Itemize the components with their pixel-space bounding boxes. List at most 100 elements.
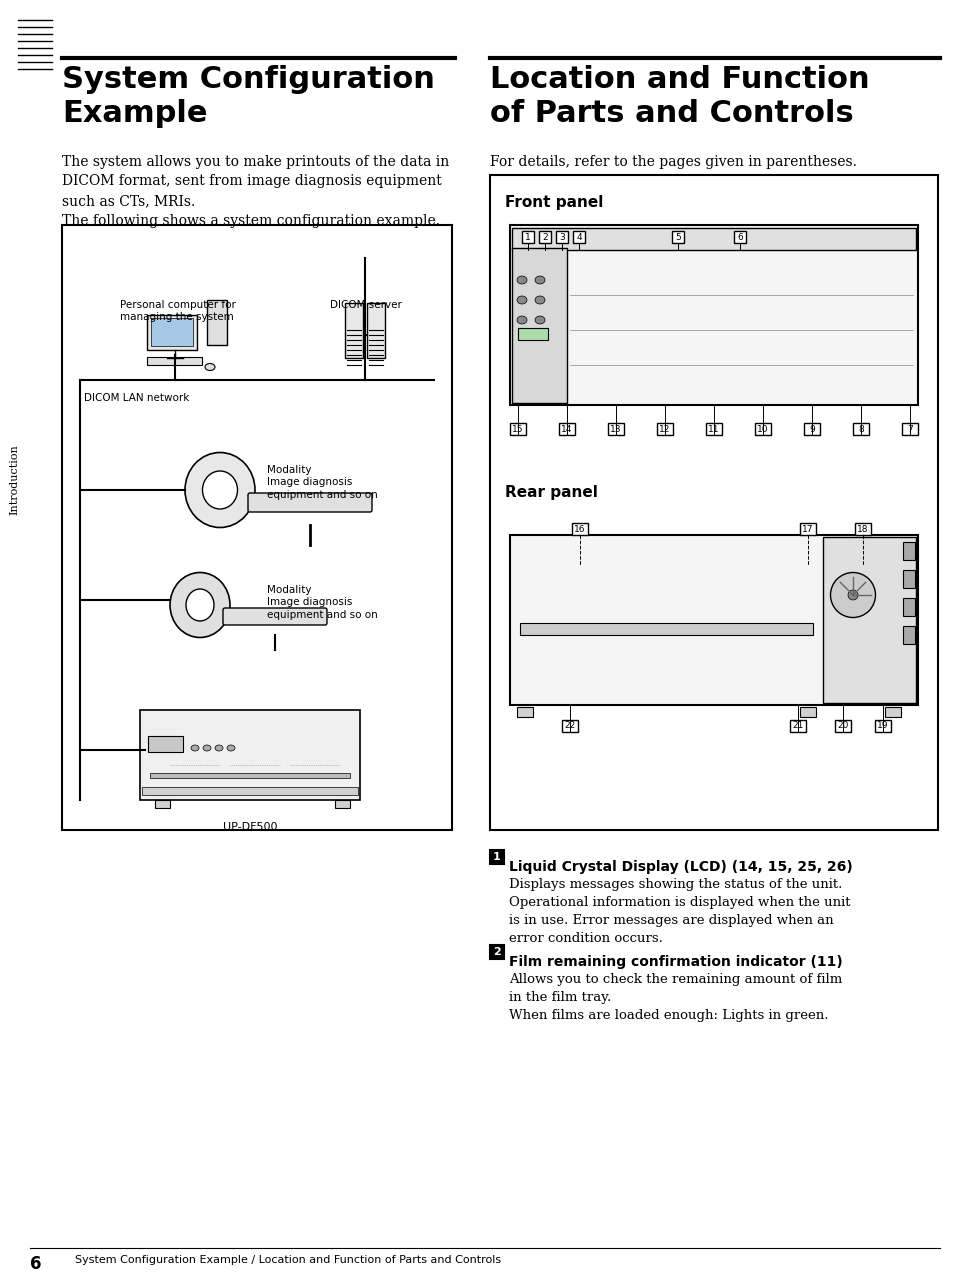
Bar (556, 231, 567, 243)
Ellipse shape (517, 316, 526, 324)
Ellipse shape (205, 363, 214, 371)
Ellipse shape (535, 316, 544, 324)
Bar (490, 175, 937, 829)
Text: 4: 4 (576, 232, 581, 242)
Text: DICOM LAN network: DICOM LAN network (84, 392, 190, 403)
Text: Modality
Image diagnosis
equipment and so on: Modality Image diagnosis equipment and s… (267, 465, 377, 499)
Ellipse shape (535, 296, 544, 304)
Bar (657, 423, 672, 434)
Text: 1: 1 (524, 232, 530, 242)
Text: 16: 16 (574, 525, 585, 534)
Bar (142, 787, 357, 795)
Bar (517, 327, 547, 340)
Text: Liquid Crystal Display (LCD) (14, 15, 25, 26): Liquid Crystal Display (LCD) (14, 15, 25… (509, 860, 852, 874)
Bar (517, 707, 533, 717)
Bar (573, 231, 584, 243)
Bar (733, 231, 745, 243)
Text: 21: 21 (792, 721, 802, 730)
Bar (854, 524, 870, 535)
Ellipse shape (170, 572, 230, 637)
Bar (822, 538, 915, 703)
Text: Film remaining confirmation indicator (11): Film remaining confirmation indicator (1… (509, 956, 841, 970)
Ellipse shape (535, 276, 544, 284)
Text: 6: 6 (737, 232, 742, 242)
Bar (803, 423, 820, 434)
Ellipse shape (517, 296, 526, 304)
Text: 6: 6 (30, 1255, 42, 1273)
Text: Rear panel: Rear panel (504, 485, 598, 499)
Bar (148, 736, 183, 752)
Bar (561, 720, 578, 733)
Bar (902, 598, 914, 617)
Ellipse shape (185, 452, 254, 527)
Bar (852, 423, 868, 434)
Bar (367, 303, 385, 358)
Bar (901, 423, 917, 434)
Text: Modality
Image diagnosis
equipment and so on: Modality Image diagnosis equipment and s… (267, 585, 377, 619)
Bar (874, 720, 890, 733)
Bar (834, 720, 850, 733)
Bar (558, 423, 575, 434)
Bar (572, 524, 587, 535)
Bar (147, 357, 202, 364)
Bar (154, 800, 170, 808)
Bar (607, 423, 623, 434)
Text: 7: 7 (906, 424, 912, 433)
Text: Introduction: Introduction (9, 445, 19, 516)
Bar (521, 231, 534, 243)
Text: Front panel: Front panel (504, 195, 602, 210)
Text: 18: 18 (857, 525, 868, 534)
Bar (335, 800, 350, 808)
Bar (902, 626, 914, 643)
Text: DICOM server: DICOM server (330, 299, 401, 310)
Ellipse shape (203, 745, 211, 750)
Text: 2: 2 (493, 947, 500, 957)
Text: 20: 20 (837, 721, 848, 730)
Bar (207, 299, 227, 345)
Bar (150, 773, 350, 778)
Ellipse shape (847, 590, 857, 600)
Text: 13: 13 (610, 424, 621, 433)
Text: Location and Function
of Parts and Controls: Location and Function of Parts and Contr… (490, 65, 869, 127)
Bar (800, 524, 815, 535)
Ellipse shape (830, 572, 875, 618)
Text: 10: 10 (757, 424, 768, 433)
Bar (902, 541, 914, 561)
Text: 14: 14 (560, 424, 572, 433)
Text: Displays messages showing the status of the unit.
Operational information is dis: Displays messages showing the status of … (509, 878, 850, 945)
Bar (62, 225, 452, 829)
Bar (147, 315, 196, 350)
Text: 5: 5 (675, 232, 680, 242)
Text: UP-DF500: UP-DF500 (222, 822, 277, 832)
Bar (140, 710, 359, 800)
Text: 19: 19 (877, 721, 888, 730)
Text: 9: 9 (808, 424, 814, 433)
Text: 8: 8 (858, 424, 863, 433)
Text: System Configuration Example / Location and Function of Parts and Controls: System Configuration Example / Location … (75, 1255, 500, 1265)
Text: 17: 17 (801, 525, 813, 534)
Ellipse shape (214, 745, 223, 750)
Text: The system allows you to make printouts of the data in
DICOM format, sent from i: The system allows you to make printouts … (62, 155, 449, 228)
Ellipse shape (227, 745, 234, 750)
Text: System Configuration
Example: System Configuration Example (62, 65, 435, 127)
Bar (510, 535, 917, 705)
Bar (754, 423, 770, 434)
Ellipse shape (202, 471, 237, 510)
Bar (671, 231, 683, 243)
Text: Personal computer for
managing the system: Personal computer for managing the syste… (120, 299, 235, 322)
Bar (512, 248, 566, 403)
Text: 15: 15 (512, 424, 523, 433)
Bar (705, 423, 721, 434)
Bar (884, 707, 900, 717)
FancyBboxPatch shape (223, 608, 327, 626)
Bar (510, 225, 917, 405)
Bar (490, 945, 503, 959)
Text: Allows you to check the remaining amount of film
in the film tray.
When films ar: Allows you to check the remaining amount… (509, 973, 841, 1022)
Text: 1: 1 (493, 852, 500, 862)
Bar (800, 707, 815, 717)
Bar (519, 623, 812, 634)
Text: 2: 2 (541, 232, 547, 242)
Bar (490, 850, 503, 864)
Bar (151, 318, 193, 347)
Text: For details, refer to the pages given in parentheses.: For details, refer to the pages given in… (490, 155, 856, 169)
